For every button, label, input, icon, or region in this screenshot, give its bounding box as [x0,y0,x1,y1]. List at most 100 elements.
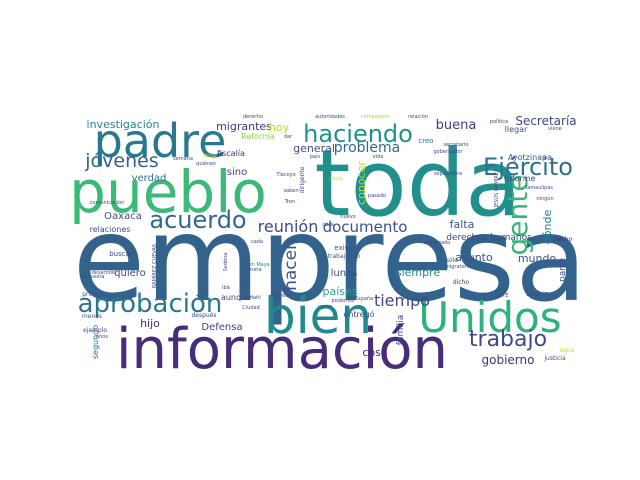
word-general: general [293,142,335,155]
word-acuerdo: acuerdo [149,206,246,234]
word-entrego: entregó [343,309,374,319]
word-aparece: aparece [271,293,291,299]
word-tren: Tren [284,199,296,205]
word-pasado: pasado [368,193,386,199]
word-secretario: secretario [444,142,469,148]
word-obra: obra [322,222,333,228]
word-iba: Ibá [222,284,230,291]
word-ningun: ningún [536,195,553,202]
word-dar: dar [284,134,293,140]
word-jovenes: jóvenes [84,150,158,172]
word-justicia: justicia [543,355,566,362]
word-defensa: Defensa [201,322,242,333]
word-gobierno: gobierno [482,353,535,367]
word-ayotzinapa: Ayotzinapa [508,153,552,162]
word-ramirez-cuevas: RAMÍREZ CUEVAS [151,244,158,288]
word-seguir: seguir [526,290,548,298]
word-parte: parte [558,258,568,282]
word-manera: manera [242,267,261,273]
word-veces: veces [318,304,333,310]
word-hecho: hecho [554,236,573,243]
word-encargado: encargado [424,240,451,246]
word-asunto: asunto [455,251,493,264]
word-dicho: dicho [453,279,470,286]
word-anos: años [96,334,108,340]
word-llevar: llevar [203,153,218,159]
word-despues: después [191,312,216,319]
word-oaxaca: Oaxaca [104,211,142,222]
word-reunion: reunión [258,217,319,236]
word-desarrollo: desarrollo [92,270,117,276]
word-empresa: empresa [73,190,588,328]
word-dirigente: dirigente [299,166,306,193]
word-haciendo: haciendo [303,120,413,148]
word-toda: toda [314,130,521,237]
word-existen: existen [334,244,359,252]
word-comunicacion: comunicación [90,199,125,206]
word-relaciones: relaciones [90,225,131,234]
word-sino: sino [227,167,247,178]
word-gobernador: gobernador [434,149,464,155]
word-mundo: mundo [518,252,557,265]
word-gente: gente [501,175,534,256]
word-conocer: conocer [355,161,368,205]
word-politica: política [490,118,508,125]
word-buena: buena [436,118,477,133]
word-jesus-ramirez: JESÚS RAMÍREZ [493,168,500,208]
word-vida: vida [373,154,384,160]
word-tiempo: tiempo [374,291,430,310]
word-cada: cada [251,239,263,245]
word-familia: familia [396,315,406,345]
word-creo: creo [418,137,433,145]
word-documento: documento [323,218,408,236]
word-hijo: hijo [140,317,160,330]
word-informe: informe [505,174,536,183]
word-autoridades: autoridades [315,114,345,120]
word-buscar: buscar [109,250,133,258]
word-solo: sólo [446,257,458,264]
word-padre: padre [94,114,227,168]
word-donde: dónde [541,210,554,245]
word-espana: España [355,296,373,302]
word-migrantes: migrantes [216,120,272,133]
word-saben: saben [283,188,298,194]
word-disco: disco [238,261,251,290]
word-haiti: Haití [249,294,261,301]
word-ejemplo: ejemplo [83,327,107,334]
word-viene: viene [548,126,562,132]
word-trabajando: trabajando [328,253,361,260]
word-segundo: segundo [91,325,100,359]
word-problema: problema [334,140,401,156]
word-aunque: aunque [221,293,251,302]
word-quienes: quiénes [196,160,216,167]
word-investigacion: investigación [87,118,160,131]
word-menos: menos [82,313,102,320]
word-quiero: quiero [114,268,146,279]
word-falta: falta [450,218,475,231]
word-hoy: hoy [269,121,290,134]
word-derecho: derecho [243,114,263,120]
word-septiembre: septiembre [434,171,462,177]
word-reforma: Reforma [241,132,275,141]
word-tlacoyo: Tlacoyo [275,172,295,178]
word-llegar: llegar [505,125,528,134]
word-inicio: inicio [329,176,342,182]
word-hacen: hacen [281,239,301,291]
word-secretaria: Secretaría [515,114,576,128]
word-derechos-humanos: derechos humanos [446,233,532,243]
word-pueblo: pueblo [69,158,267,226]
word-ejercito: Ejército [483,153,573,181]
word-encuesta: encuesta [82,274,105,280]
word-siempre: siempre [396,266,441,279]
word-tren-maya: Tren Maya [243,262,270,268]
word-migratorio: migratorio [445,264,471,270]
word-semana: semana [173,156,193,162]
word-primero: primero [82,291,106,298]
word-companero: compañero [361,114,389,120]
word-paises: países [322,285,357,298]
word-fiscalia: fiscalía [217,149,245,158]
word-bien: bien [264,287,372,345]
word-relacion: relación [408,113,428,120]
